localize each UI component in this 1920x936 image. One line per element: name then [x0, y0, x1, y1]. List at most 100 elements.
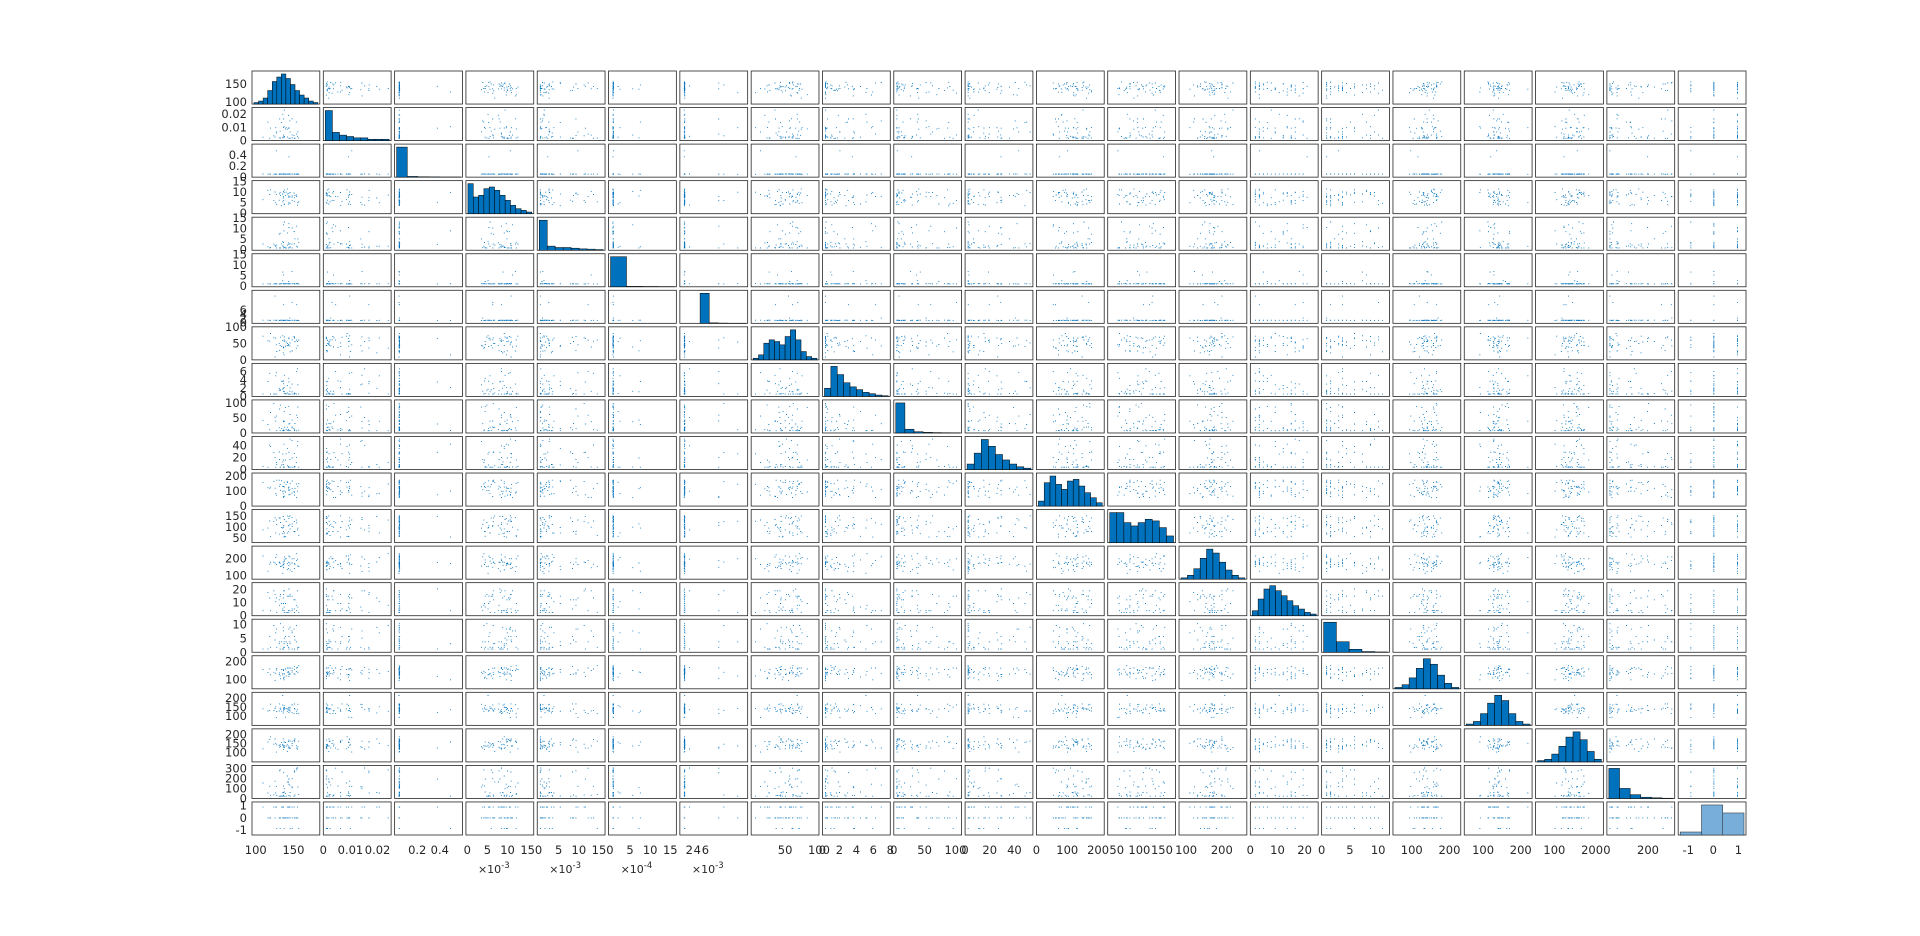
scatter-points	[1117, 109, 1166, 139]
y-tick-label: 4	[240, 307, 247, 321]
scatter-points	[967, 695, 1031, 718]
panel-frame	[1321, 399, 1390, 434]
panel-r8-c14	[1178, 326, 1248, 361]
panel-r5-c19	[1535, 216, 1604, 251]
y-tick-label: 4	[240, 373, 247, 387]
panel-frame	[1107, 765, 1176, 799]
panel-frame	[1249, 436, 1319, 470]
panel-r18-c17	[1392, 691, 1462, 726]
panel-frame	[1321, 509, 1390, 544]
panel-frame	[1535, 618, 1604, 653]
panel-r8-c19	[1535, 326, 1604, 361]
panel-r3-c20	[1606, 143, 1676, 178]
histogram-bar	[824, 387, 832, 397]
scatter-points	[1554, 553, 1590, 574]
panel-frame	[1392, 765, 1462, 799]
histogram-bar	[1206, 548, 1214, 580]
x-tick-label: 4	[853, 843, 860, 857]
y-tick-label: 40	[232, 438, 247, 452]
panel-frame	[322, 801, 392, 836]
panel-r17-c3	[394, 655, 463, 690]
scatter-points	[1479, 515, 1529, 538]
histogram-bar	[1281, 595, 1288, 616]
scatter-points	[967, 221, 1031, 249]
panel-frame	[893, 180, 962, 215]
scatter-points	[539, 767, 598, 797]
histogram-bar	[768, 339, 775, 361]
panel-r13-c8	[750, 509, 820, 544]
scatter-points	[683, 109, 739, 139]
panel-r1-c7	[679, 70, 749, 105]
x-tick-label: 150	[1151, 843, 1173, 857]
panel-r13-c1	[251, 509, 321, 544]
panel-frame	[822, 253, 891, 288]
scatter-points	[539, 806, 598, 829]
panel-frame	[1392, 362, 1462, 397]
panel-frame	[1321, 180, 1390, 215]
histogram-bar	[467, 183, 474, 214]
panel-frame	[1321, 655, 1390, 690]
scatter-points	[1254, 150, 1308, 175]
scatter-points	[1254, 81, 1308, 99]
panel-frame	[1677, 655, 1747, 690]
scatter-points	[398, 623, 451, 650]
scatter-points	[325, 221, 389, 249]
panel-frame	[251, 545, 321, 580]
y-tick-label: 0	[240, 811, 247, 825]
histogram-bar	[1269, 585, 1276, 616]
y-tick-label: 10	[232, 258, 247, 272]
scatter-points	[1609, 81, 1673, 99]
scatter-points	[1189, 665, 1234, 681]
panel-frame	[465, 399, 535, 434]
scatter-points	[1326, 806, 1383, 829]
histogram-bar	[1199, 558, 1207, 580]
histogram-bar	[1572, 731, 1581, 763]
panel-frame	[536, 253, 606, 288]
panel-frame	[1606, 143, 1676, 178]
scatter-points	[539, 270, 598, 285]
x-tick-label: 10	[1371, 843, 1386, 857]
panel-r16-c3	[394, 618, 463, 653]
panel-frame	[822, 728, 891, 763]
panel-frame	[1392, 253, 1462, 288]
panel-r12-c7	[679, 472, 749, 507]
scatter-points	[262, 109, 300, 139]
panel-frame	[1107, 618, 1176, 653]
panel-r6-c17	[1392, 253, 1462, 288]
scatter-points	[1052, 736, 1092, 753]
panel-r1-c19	[1535, 70, 1604, 105]
scatter-points	[1609, 150, 1673, 175]
panel-frame	[750, 436, 820, 470]
scatter-points	[1554, 333, 1590, 358]
scatter-points	[1690, 479, 1738, 498]
panel-r21-c12	[1036, 801, 1105, 836]
scatter-points	[1254, 438, 1308, 468]
scatter-points	[481, 221, 519, 249]
scatter-points	[539, 150, 598, 175]
scatter-points	[755, 295, 808, 321]
panel-frame	[608, 618, 677, 653]
panel-frame	[1392, 618, 1462, 653]
panel-r16-c11	[964, 618, 1034, 653]
panel-r18-c7	[679, 691, 749, 726]
panel-frame	[536, 691, 606, 726]
histogram-bar	[1508, 713, 1517, 726]
histogram-bar	[811, 357, 818, 361]
panel-r2-c4	[465, 107, 535, 141]
panel-r16-c14	[1178, 618, 1248, 653]
panel-frame	[679, 655, 749, 690]
panel-r9-c13	[1107, 362, 1176, 397]
panel-frame	[1036, 582, 1105, 617]
panel-frame	[1321, 728, 1390, 763]
panel-r15-c15	[1249, 582, 1319, 617]
scatter-points	[825, 515, 882, 538]
panel-r17-c8	[750, 655, 820, 690]
scatter-points	[1326, 270, 1383, 285]
panel-frame	[1036, 765, 1105, 799]
panel-r13-c19	[1535, 509, 1604, 544]
scatter-points	[539, 438, 598, 468]
histogram-bar	[875, 394, 883, 397]
panel-frame	[1606, 545, 1676, 580]
panel-r17-c5	[536, 655, 606, 690]
panel-frame	[608, 326, 677, 361]
